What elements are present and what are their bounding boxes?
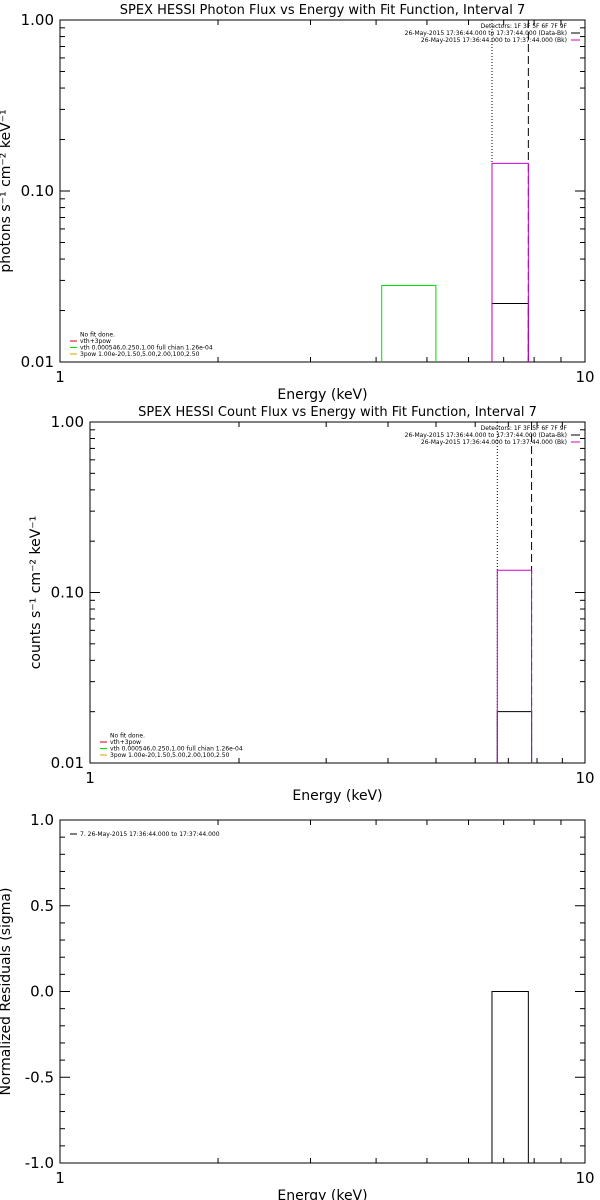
legend-entry: 26-May-2015 17:36:44.000 to 17:37:44.000… bbox=[405, 432, 567, 439]
legend-entry: vth+3pow bbox=[110, 739, 141, 746]
legend-entry: Detectors: 1F 3F 5F 6F 7F 9F bbox=[481, 425, 568, 432]
bin-bar bbox=[496, 711, 533, 763]
y-tick-label: 1.0 bbox=[30, 811, 54, 829]
legend-entry: No fit done. bbox=[80, 332, 115, 339]
y-tick-label: -0.5 bbox=[25, 1068, 54, 1086]
y-axis-label: photons s⁻¹ cm⁻² keV⁻¹ bbox=[0, 109, 14, 272]
legend-entry: vth+3pow bbox=[80, 338, 111, 345]
chart-title: SPEX HESSI Photon Flux vs Energy with Fi… bbox=[120, 3, 526, 18]
legend-entry: No fit done. bbox=[110, 733, 145, 740]
bin-bar bbox=[381, 285, 437, 362]
legend-entry: vth 0.000546,0.250,1.00 full chian 1.26e… bbox=[110, 746, 243, 753]
x-tick-label: 1 bbox=[85, 769, 95, 787]
legend-entry: 26-May-2015 17:36:44.000 to 17:37:44.000… bbox=[421, 439, 567, 446]
bin-bar bbox=[491, 991, 529, 1163]
chart-title: SPEX HESSI Count Flux vs Energy with Fit… bbox=[138, 405, 537, 420]
y-tick-label: 0.01 bbox=[21, 353, 54, 371]
plot-frame bbox=[59, 19, 586, 363]
y-tick-label: 0.10 bbox=[51, 584, 84, 602]
bin-bar bbox=[491, 162, 529, 362]
y-tick-label: 0.5 bbox=[30, 897, 54, 915]
y-tick-label: 0.01 bbox=[51, 754, 84, 772]
panel-count: 1 10 0.01 0.10 1.00 SPEX HESSI Count Flux vs … bbox=[28, 405, 595, 804]
y-tick-label: -1.0 bbox=[25, 1154, 54, 1172]
panel-resid: 1 10 1.0 0.5 0.0 -0.5 -1.0 Energy (keV) Normaliz… bbox=[0, 811, 595, 1200]
legend-entry: 3pow 1.00e-20,1.50,5.00,2.00,100,2.50 bbox=[80, 351, 200, 358]
y-tick-label: 0.10 bbox=[21, 182, 54, 200]
legend-entry: 26-May-2015 17:36:44.000 to 17:37:44.000… bbox=[405, 30, 567, 37]
panel-photon: 1 10 0.01 0.10 1.00 SPEX HESSI Photon Flux vs… bbox=[0, 3, 595, 403]
y-axis-label: Normalized Residuals (sigma) bbox=[0, 888, 14, 1096]
x-tick-label: 10 bbox=[575, 368, 594, 386]
y-tick-label: 1.00 bbox=[21, 11, 54, 29]
x-tick-label: 10 bbox=[575, 1169, 594, 1187]
x-axis-label: Energy (keV) bbox=[277, 1188, 367, 1200]
y-tick-label: 0.0 bbox=[30, 983, 54, 1001]
legend-entry: Detectors: 1F 3F 5F 6F 7F 9F bbox=[481, 23, 568, 30]
y-axis-label: counts s⁻¹ cm⁻² keV⁻¹ bbox=[28, 516, 44, 670]
legend-entry: 3pow 1.00e-20,1.50,5.00,2.00,100,2.50 bbox=[110, 752, 230, 759]
x-axis-label: Energy (keV) bbox=[292, 788, 382, 804]
legend-entry: 26-May-2015 17:36:44.000 to 17:37:44.000… bbox=[421, 37, 567, 44]
x-axis-label: Energy (keV) bbox=[277, 387, 367, 403]
legend-entry: vth 0.000546,0.250,1.00 full chian 1.26e… bbox=[80, 345, 213, 352]
x-tick-label: 10 bbox=[575, 769, 594, 787]
x-tick-label: 1 bbox=[55, 368, 65, 386]
bin-bar bbox=[491, 302, 529, 362]
x-tick-label: 1 bbox=[55, 1169, 65, 1187]
bin-bar bbox=[496, 569, 533, 763]
legend-entry: 7. 26-May-2015 17:36:44.000 to 17:37:44.… bbox=[80, 831, 220, 838]
y-tick-label: 1.00 bbox=[51, 413, 84, 431]
